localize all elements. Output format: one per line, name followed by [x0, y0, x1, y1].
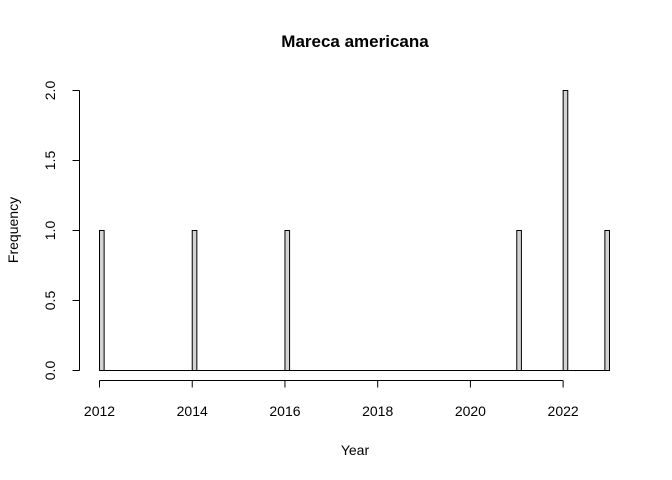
x-tick-label: 2014: [177, 403, 208, 419]
histogram-bar: [191, 230, 198, 371]
histogram-bar: [562, 90, 569, 371]
x-axis-label: Year: [341, 442, 370, 458]
y-axis-label: Frequency: [5, 197, 21, 263]
histogram-bar: [516, 230, 522, 371]
y-tick-label: 0.5: [42, 291, 58, 311]
bars-group: [99, 90, 611, 371]
x-tick-label: 2016: [269, 403, 300, 419]
y-tick-label: 1.5: [42, 151, 58, 171]
y-tick-label: 0.0: [42, 361, 58, 381]
y-tick-label: 1.0: [42, 221, 58, 241]
x-axis: 2012 2014 2016 2018 2020 2022: [84, 380, 579, 419]
histogram-bar: [99, 230, 105, 371]
x-tick-label: 2012: [84, 403, 115, 419]
x-tick-label: 2020: [455, 403, 486, 419]
x-tick-label: 2022: [548, 403, 579, 419]
chart-title: Mareca americana: [281, 32, 429, 51]
y-axis: 0.0 0.5 1.0 1.5 2.0: [42, 81, 80, 381]
x-tick-label: 2018: [362, 403, 393, 419]
histogram-bar: [604, 230, 611, 371]
histogram-bar: [284, 230, 291, 371]
y-tick-label: 2.0: [42, 81, 58, 101]
